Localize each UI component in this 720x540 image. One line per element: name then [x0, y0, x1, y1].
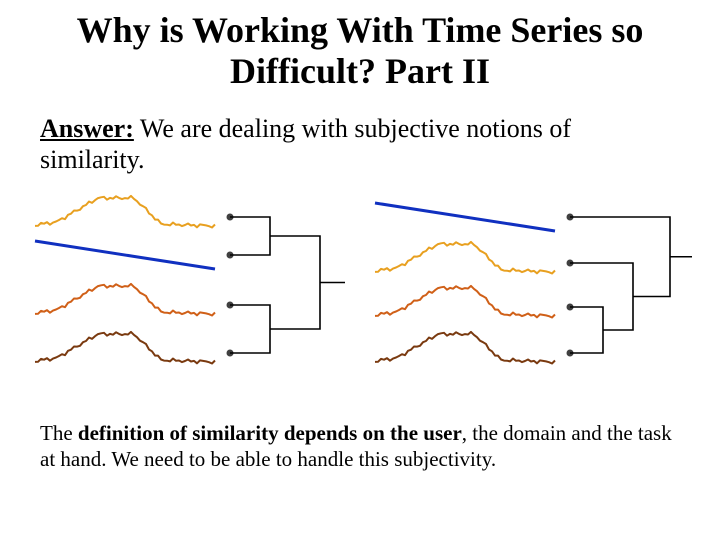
dendro-branch [570, 263, 633, 330]
series-brown [375, 332, 555, 364]
dendro-branch [230, 305, 270, 353]
series-yellow [35, 196, 215, 228]
dendro-branch [570, 217, 670, 297]
title-line-2: Difficult? Part II [230, 51, 490, 91]
series-yellow [375, 242, 555, 274]
answer-label: Answer: [40, 114, 134, 143]
series-orange [375, 286, 555, 318]
answer-block: Answer: We are dealing with subjective n… [40, 113, 680, 175]
footer-text: The definition of similarity depends on … [40, 420, 680, 473]
series-blue [375, 203, 555, 231]
series-brown [35, 332, 215, 364]
series-blue [35, 241, 215, 269]
right-dendrogram [365, 185, 695, 405]
dendro-branch [230, 217, 270, 255]
diagram-row [20, 185, 700, 405]
page-title: Why is Working With Time Series so Diffi… [20, 10, 700, 93]
footer-prefix: The [40, 421, 78, 445]
left-dendrogram [25, 185, 355, 405]
dendro-branch [570, 307, 603, 353]
title-line-1: Why is Working With Time Series so [77, 10, 644, 50]
series-orange [35, 284, 215, 316]
dendro-branch [270, 236, 320, 329]
footer-bold: definition of similarity depends on the … [78, 421, 462, 445]
